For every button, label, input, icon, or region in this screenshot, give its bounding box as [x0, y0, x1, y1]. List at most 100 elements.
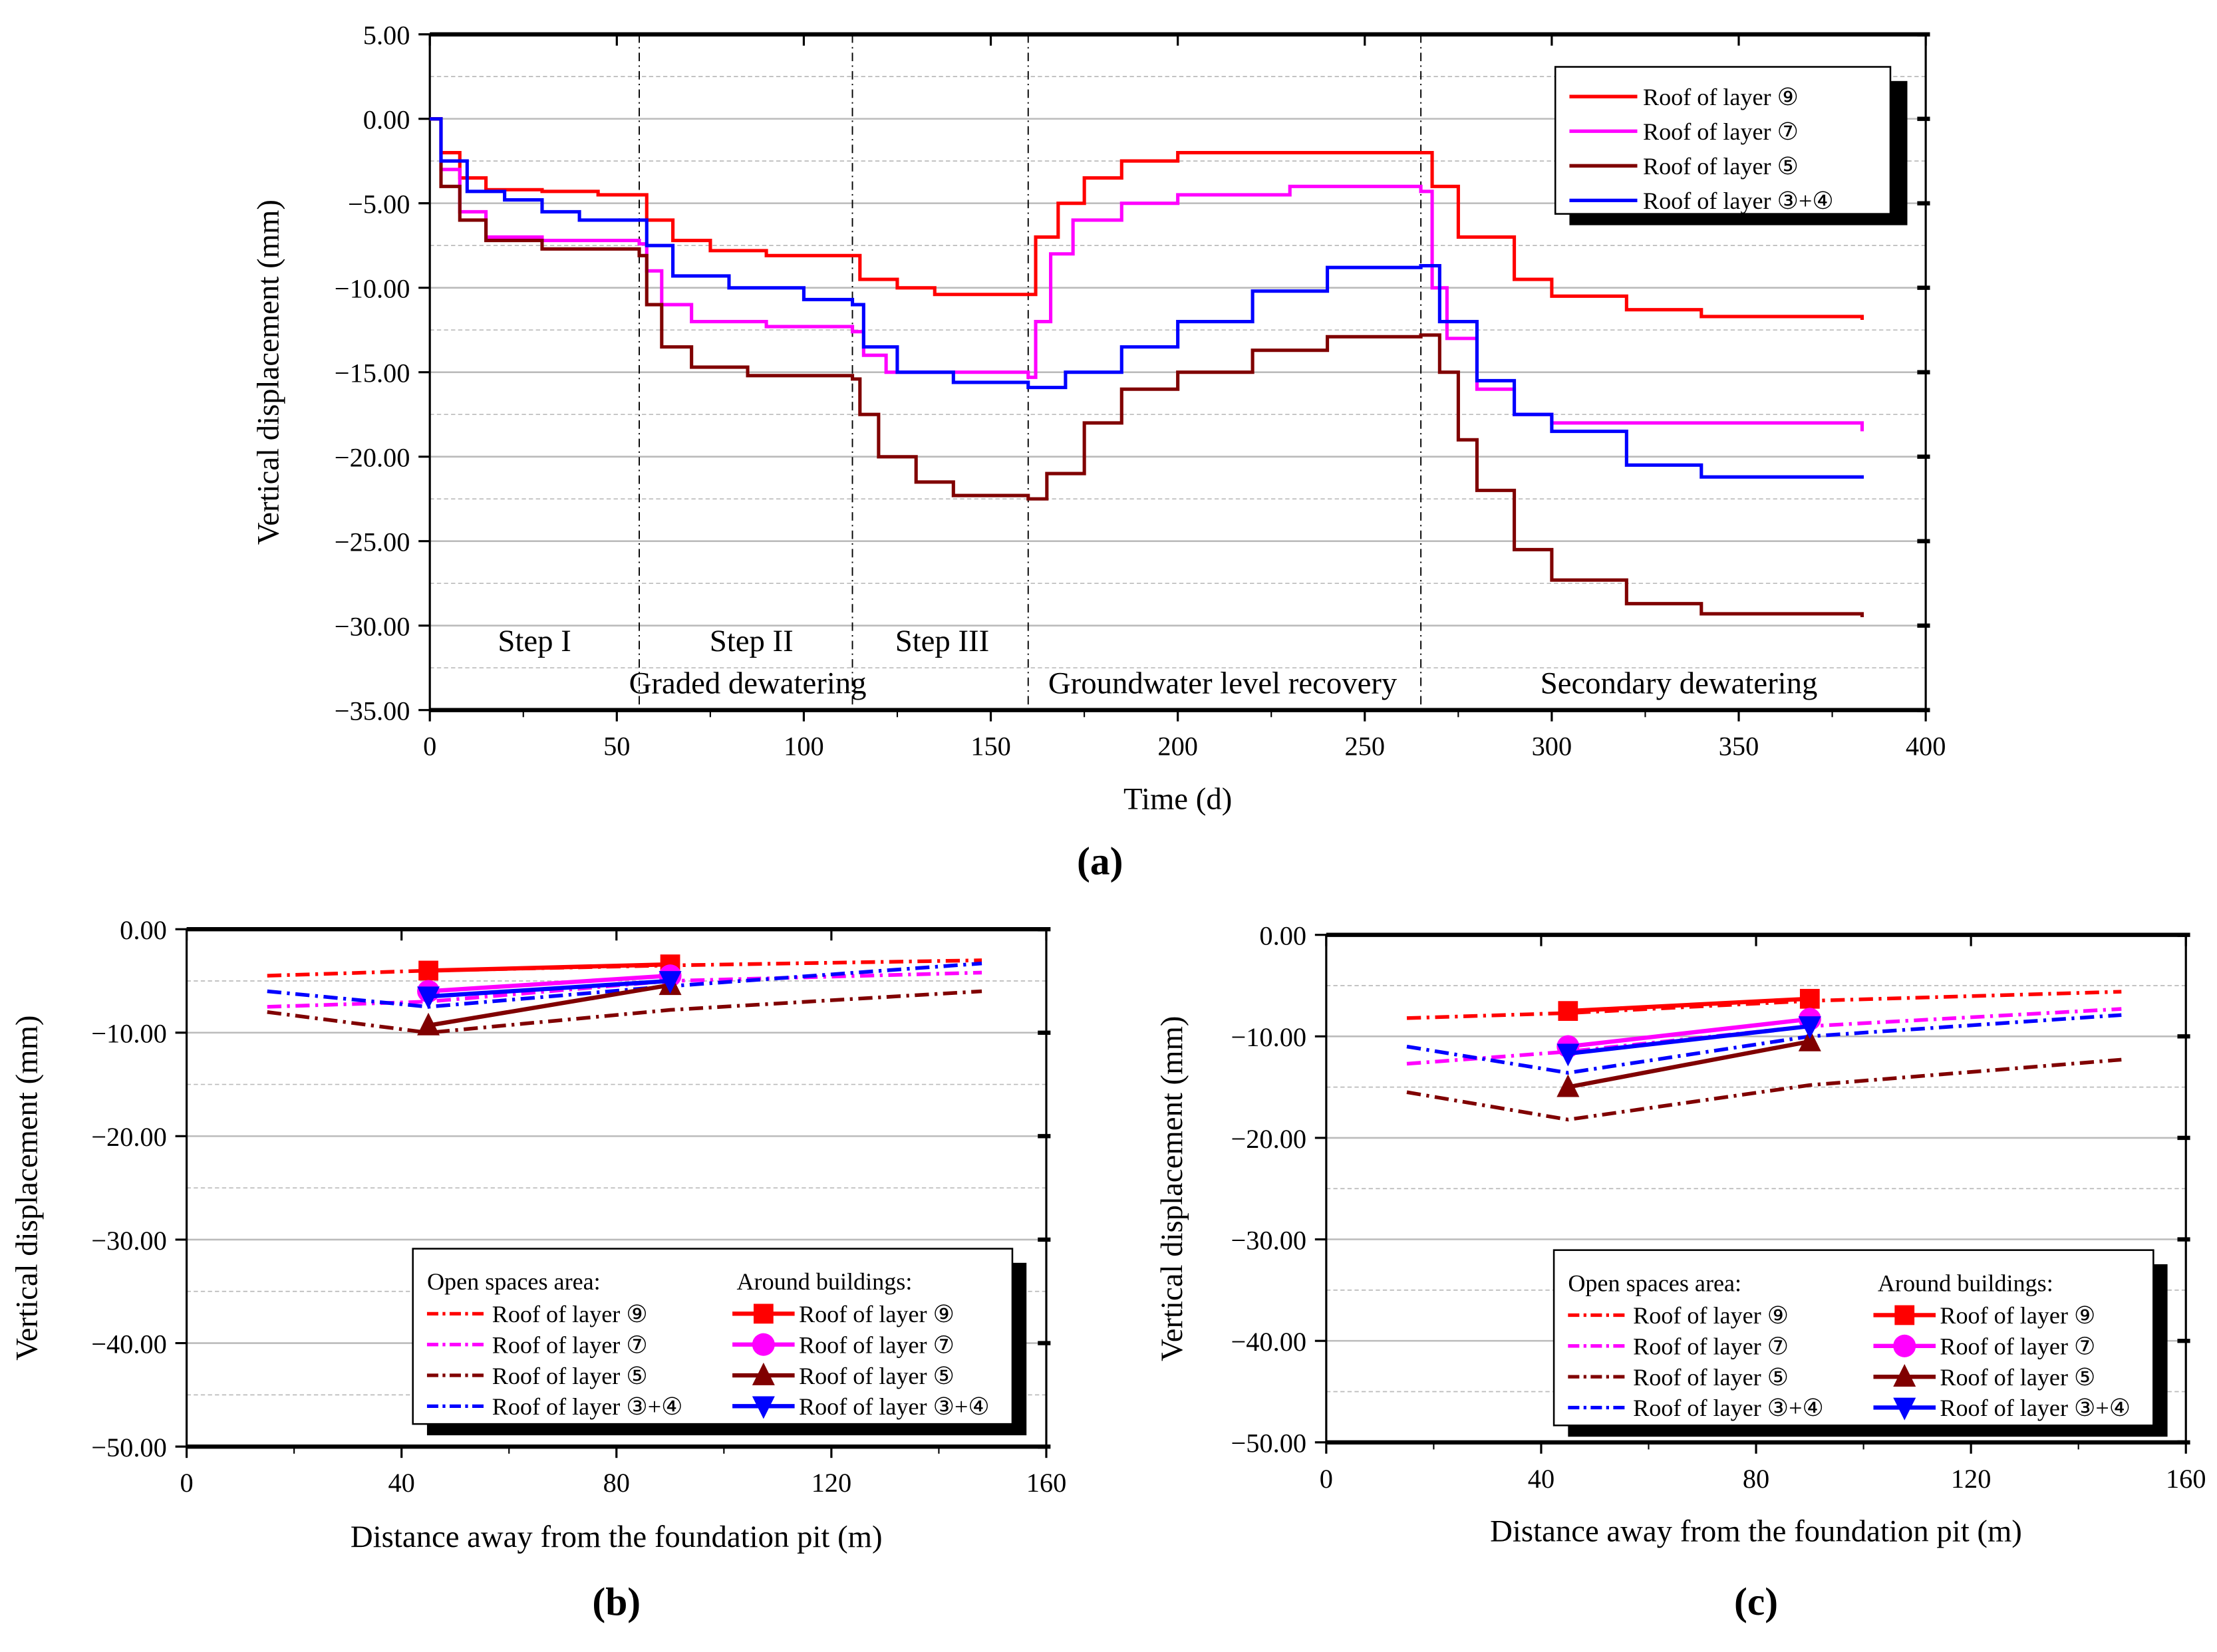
y-tick-label: 0.00	[1259, 921, 1306, 951]
building-series-line-2	[1567, 1039, 1811, 1089]
x-axis-label: Distance away from the foundation pit (m…	[351, 1520, 883, 1554]
x-tick-label: 350	[1719, 732, 1759, 761]
legend-marker-square	[753, 1304, 774, 1324]
y-tick-label: −50.00	[1231, 1429, 1306, 1458]
x-tick-label: 250	[1344, 732, 1385, 761]
chart-c: 0 40 80 120 160 0.00 −10.00 −20.00 −30.00 −40.00 −…	[1155, 921, 2206, 1624]
legend-marker-square	[1894, 1305, 1915, 1325]
open-series-line-3	[1406, 1013, 2122, 1075]
x-tick-label: 400	[1906, 732, 1946, 761]
chart-b: 0 40 80 120 160 0.00 −10.00 −20.00 −30.00 −40.00 −…	[9, 915, 1066, 1623]
y-tick-label: −20.00	[335, 443, 410, 473]
legend: Roof of layer ⑨ Roof of layer ⑦ Roof of la…	[1554, 66, 1908, 225]
open-series-line-2	[267, 989, 982, 1035]
legend-entry: Roof of layer ③+④	[1940, 1395, 2131, 1421]
legend-entry: Roof of layer ⑤	[1633, 1364, 1789, 1391]
y-tick-label: −10.00	[91, 1019, 167, 1049]
legend-heading: Open spaces area:	[1568, 1270, 1741, 1296]
legend-entry: Roof of layer ⑦	[799, 1331, 955, 1358]
legend-marker-triangle-down	[1893, 1397, 1916, 1421]
x-tick-label: 300	[1532, 732, 1572, 761]
y-axis-label: Vertical displacement (mm)	[1155, 1016, 1189, 1361]
x-tick-label: 40	[388, 1468, 414, 1498]
marker-triangle-down	[659, 971, 682, 994]
x-tick-label: 100	[784, 732, 824, 761]
building-series-line-1	[1567, 1017, 1811, 1049]
building-series-line-1	[428, 973, 670, 994]
y-tick-label: −20.00	[91, 1122, 167, 1152]
y-tick-label: −30.00	[1231, 1225, 1306, 1255]
building-series-line-0	[1568, 996, 1810, 1014]
marker-triangle-down	[1556, 1043, 1580, 1067]
chart-a: 0 50 100 150 200 250 300 350 400 5.00 0.00 −5.00 −10…	[251, 21, 1946, 883]
open-series-line-0	[267, 958, 982, 978]
x-axis-label: Time (d)	[1123, 781, 1232, 816]
legend-entry: Roof of layer ⑤	[1643, 153, 1799, 180]
series-line-2	[430, 117, 1864, 618]
legend-marker-triangle-up	[1893, 1364, 1916, 1387]
y-tick-label: −15.00	[335, 358, 410, 388]
panel-label: (a)	[1077, 839, 1123, 883]
x-tick-label: 80	[1743, 1464, 1769, 1494]
x-tick-label: 0	[1320, 1464, 1333, 1494]
y-tick-label: 0.00	[120, 915, 167, 945]
x-tick-label: 0	[423, 732, 436, 761]
marker-triangle-down	[1798, 1016, 1821, 1039]
building-series-line-3	[1567, 1024, 1811, 1056]
legend-marker-circle	[1893, 1334, 1916, 1357]
legend-entry: Roof of layer ⑦	[1643, 118, 1799, 145]
building-series-line-3	[428, 978, 670, 999]
x-tick-label: 120	[1951, 1464, 1992, 1494]
marker-triangle-up	[417, 1012, 440, 1035]
building-series-line-0	[428, 962, 670, 973]
y-tick-label: −10.00	[1231, 1022, 1306, 1052]
legend-entry: Roof of layer ⑤	[1940, 1364, 2095, 1391]
open-series-line-1	[267, 970, 982, 1009]
y-axis-label: Vertical displacement (mm)	[9, 1016, 44, 1361]
y-tick-label: −10.00	[335, 274, 410, 304]
y-tick-label: −25.00	[335, 527, 410, 557]
marker-triangle-up	[1798, 1028, 1821, 1051]
x-tick-label: 80	[603, 1468, 630, 1498]
marker-square	[418, 960, 438, 981]
x-tick-label: 150	[970, 732, 1011, 761]
x-tick-label: 200	[1157, 732, 1198, 761]
y-tick-label: 5.00	[363, 21, 410, 51]
legend-entry: Roof of layer ③+④	[799, 1393, 990, 1420]
marker-square	[1558, 1001, 1578, 1022]
legend-heading: Around buildings:	[736, 1268, 912, 1295]
legend-entry: Roof of layer ⑦	[1633, 1333, 1789, 1360]
legend-entry: Roof of layer ⑦	[492, 1331, 648, 1358]
y-tick-label: 0.00	[363, 105, 410, 135]
series-line-1	[430, 117, 1864, 432]
legend-entry: Roof of layer ⑦	[1940, 1333, 2095, 1360]
legend-entry: Roof of layer ③+④	[1633, 1395, 1824, 1421]
legend-entry: Roof of layer ⑨	[492, 1301, 648, 1327]
open-series-line-3	[267, 961, 982, 1009]
y-tick-label: −20.00	[1231, 1124, 1306, 1154]
y-tick-label: −30.00	[91, 1226, 167, 1256]
legend-entry: Roof of layer ③+④	[492, 1393, 683, 1420]
legend-entry: Roof of layer ⑤	[799, 1363, 955, 1389]
legend-box	[1554, 66, 1892, 215]
marker-square	[1799, 988, 1820, 1009]
x-tick-label: 160	[1026, 1468, 1067, 1498]
legend-entry: Roof of layer ⑨	[1940, 1302, 2095, 1329]
legend-marker-triangle-up	[752, 1362, 775, 1385]
legend-entry: Roof of layer ⑨	[1643, 84, 1799, 110]
y-axis-label: Vertical displacement (mm)	[251, 200, 286, 545]
x-tick-label: 160	[2166, 1464, 2206, 1494]
legend-box	[412, 1248, 1014, 1425]
legend-box	[1552, 1249, 2154, 1427]
x-tick-label: 50	[603, 732, 630, 761]
x-tick-label: 0	[180, 1468, 193, 1498]
panel-label: (c)	[1734, 1580, 1778, 1623]
open-series-line-0	[1406, 990, 2122, 1020]
phase-label: Graded dewatering	[629, 666, 867, 700]
legend-marker-triangle-down	[752, 1396, 775, 1419]
marker-triangle-down	[417, 986, 440, 1010]
legend-entry: Roof of layer ⑤	[492, 1363, 648, 1389]
y-tick-label: −30.00	[335, 612, 410, 642]
y-tick-label: −40.00	[91, 1329, 167, 1359]
